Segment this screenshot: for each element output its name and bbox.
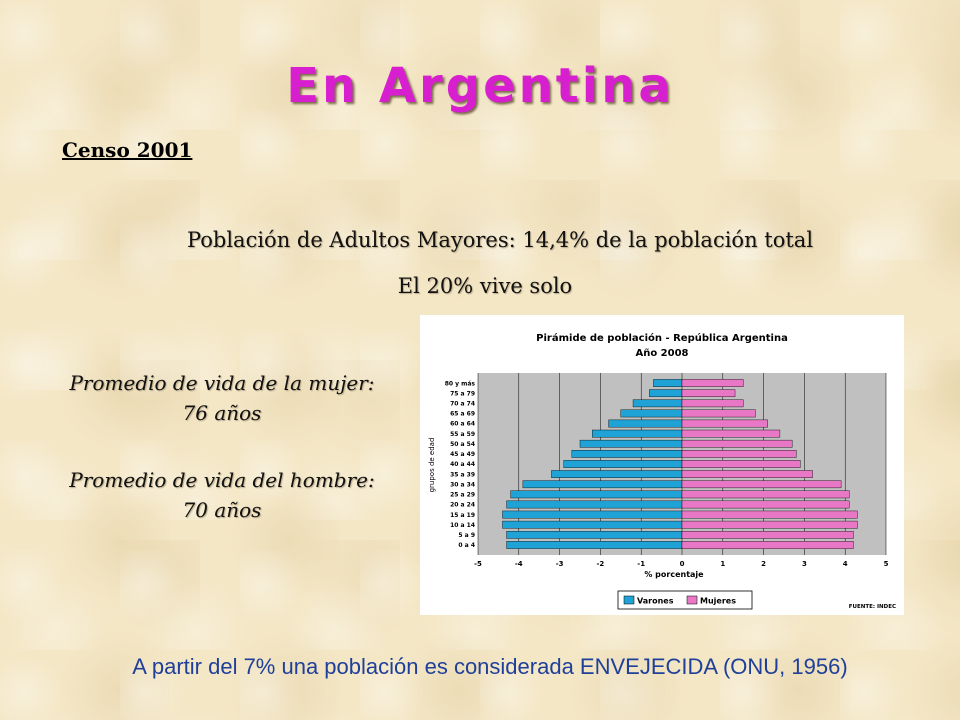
bar-mujeres (681, 510, 858, 519)
vive-solo-stat: El 20% vive solo (397, 274, 573, 298)
chart-source: FUENTE: INDEC (849, 604, 896, 610)
y-tick-label: 60 a 64 (450, 421, 475, 428)
bar-varones (510, 490, 683, 499)
x-tick-label: 0 (680, 560, 685, 568)
y-tick-label: 75 a 79 (450, 390, 475, 397)
x-tick-label: -3 (556, 560, 564, 568)
life-expectancy-men: Promedio de vida del hombre: 70 años (22, 465, 422, 525)
y-tick-label: 70 a 74 (450, 400, 475, 407)
bar-varones (551, 470, 683, 478)
y-tick-label: 50 a 54 (450, 441, 475, 448)
bar-varones (502, 510, 683, 519)
bar-mujeres (681, 541, 854, 549)
legend-swatch-varones (623, 595, 635, 605)
y-tick-label: 80 y más (445, 380, 476, 387)
x-tick-label: 3 (802, 560, 807, 568)
y-tick-label: 65 a 69 (450, 411, 475, 418)
life-women-value: 76 años (182, 401, 262, 425)
bar-varones (592, 429, 683, 438)
bar-mujeres (681, 530, 854, 539)
y-axis-label: grupos de edad (428, 438, 436, 493)
bar-mujeres (681, 480, 842, 489)
legend-label-varones: Varones (637, 597, 674, 606)
bar-mujeres (681, 460, 801, 468)
legend-box (617, 590, 753, 610)
bar-mujeres (681, 490, 850, 499)
y-tick-label: 20 a 24 (450, 502, 475, 509)
bar-mujeres (681, 520, 858, 529)
y-tick-label: 40 a 44 (450, 461, 475, 468)
bar-varones (653, 379, 683, 387)
bar-mujeres (681, 439, 793, 448)
bar-varones (649, 389, 683, 398)
adultos-mayores-stat: Población de Adultos Mayores: 14,4% de l… (186, 228, 814, 252)
bar-varones (632, 399, 683, 408)
slide-title: En Argentina (286, 58, 674, 114)
censo-label: Censo 2001 (62, 138, 193, 162)
legend-swatch-mujeres (686, 595, 698, 605)
bar-varones (579, 439, 683, 448)
chart-title: Pirámide de población - República Argent… (536, 332, 788, 344)
y-tick-label: 45 a 49 (450, 451, 475, 458)
x-tick-label: -1 (637, 560, 645, 568)
life-men-value: 70 años (182, 498, 262, 522)
bar-varones (506, 500, 683, 509)
x-tick-label: -5 (474, 560, 482, 568)
bar-varones (506, 530, 683, 539)
population-pyramid-chart: Pirámide de población - República Argent… (420, 315, 904, 615)
bar-varones (620, 409, 683, 418)
bar-mujeres (681, 500, 850, 509)
x-tick-label: 2 (761, 560, 766, 568)
bar-varones (571, 450, 683, 458)
bar-varones (522, 480, 683, 489)
life-women-label: Promedio de vida de la mujer: (69, 371, 375, 395)
bar-mujeres (681, 379, 744, 387)
bar-varones (502, 520, 683, 529)
bar-mujeres (681, 389, 736, 398)
bar-varones (506, 541, 683, 549)
y-tick-label: 35 a 39 (450, 471, 475, 478)
x-axis-label: % porcentaje (644, 570, 704, 579)
x-tick-label: -4 (515, 560, 523, 568)
y-tick-label: 15 a 19 (450, 512, 475, 519)
x-tick-label: -2 (597, 560, 605, 568)
population-pyramid-svg: Pirámide de población - República Argent… (428, 332, 896, 610)
life-men-label: Promedio de vida del hombre: (69, 468, 375, 492)
x-tick-label: 4 (843, 560, 848, 568)
bar-mujeres (681, 419, 768, 428)
bar-mujeres (681, 450, 797, 458)
x-tick-label: 1 (720, 560, 725, 568)
y-tick-label: 55 a 59 (450, 431, 475, 438)
y-tick-label: 25 a 29 (450, 492, 475, 499)
x-tick-label: 5 (884, 560, 889, 568)
bar-mujeres (681, 429, 781, 438)
y-tick-label: 5 a 9 (458, 532, 475, 539)
chart-subtitle: Año 2008 (635, 348, 688, 359)
footer-note: A partir del 7% una población es conside… (132, 654, 848, 679)
bar-mujeres (681, 399, 744, 408)
y-tick-label: 30 a 34 (450, 481, 475, 488)
y-tick-label: 0 a 4 (458, 542, 475, 549)
bar-varones (563, 460, 683, 468)
bar-varones (608, 419, 683, 428)
y-tick-label: 10 a 14 (450, 522, 475, 529)
bar-mujeres (681, 409, 756, 418)
life-expectancy-women: Promedio de vida de la mujer: 76 años (22, 368, 422, 428)
bar-mujeres (681, 470, 813, 478)
legend-label-mujeres: Mujeres (700, 597, 736, 606)
